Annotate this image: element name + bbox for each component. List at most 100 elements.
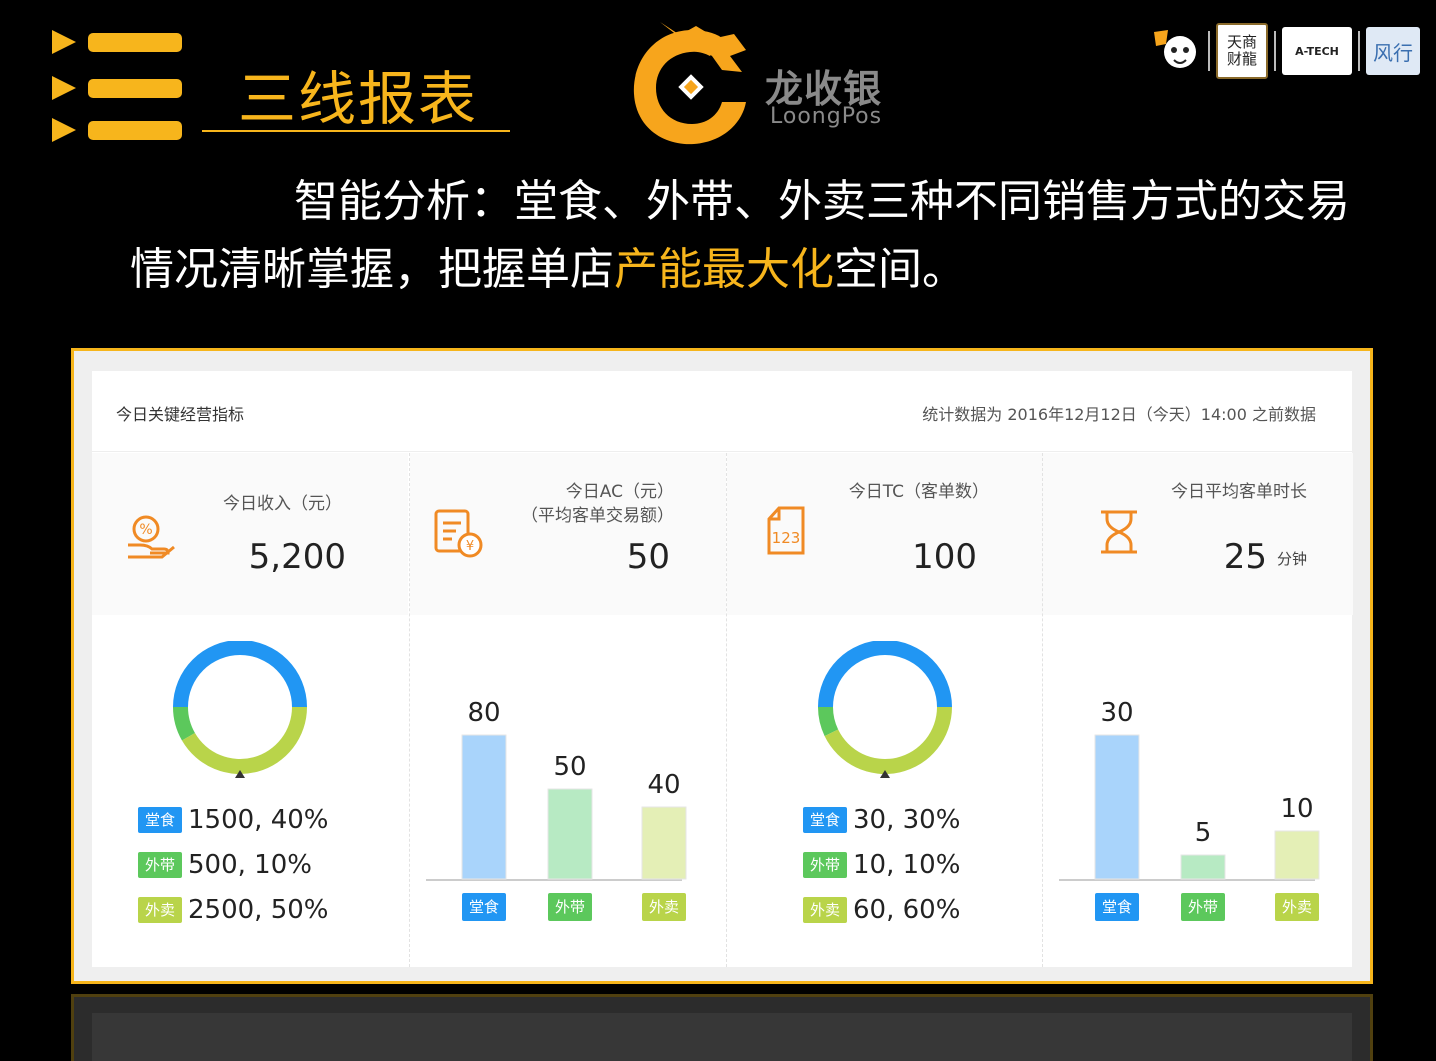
partner-logo-fengxing: 风行 — [1366, 27, 1420, 75]
bar-value-label-dine-in: 80 — [467, 698, 500, 728]
mascot-logo-icon — [1150, 27, 1202, 75]
revenue-legend: 堂食 1500, 40% 外带 500, 10% 外卖 2500, 50% — [138, 797, 329, 932]
ac-panel: ¥ 今日AC（元） （平均客单交易额） 50 80 堂食 50 外带 40 外卖 — [409, 453, 726, 967]
page-title: 三线报表 — [238, 65, 479, 133]
kpi-card: 今日关键经营指标 统计数据为 2016年12月12日（今天）14:00 之前数据… — [92, 371, 1353, 967]
stats-timestamp: 统计数据为 2016年12月12日（今天）14:00 之前数据 — [922, 405, 1316, 424]
tc-donut — [818, 641, 952, 778]
bar-tag-delivery — [1275, 893, 1319, 921]
tag-takeaway: 外带 — [138, 851, 182, 878]
card-title: 今日关键经营指标 — [116, 405, 245, 424]
tc-label: 今日TC（客单数） — [848, 482, 989, 502]
svg-text:123: 123 — [772, 529, 801, 547]
legend-item-dine-in: 堂食 30, 30% — [803, 797, 960, 842]
donut-slice-delivery — [824, 707, 952, 774]
duration-unit: 分钟 — [1276, 550, 1307, 568]
bar-dine-in — [461, 734, 507, 880]
legend-value-takeaway: 10, 10% — [853, 849, 961, 880]
bar-category-label-delivery: 外卖 — [1282, 898, 1312, 916]
ac-value: 50 — [626, 537, 670, 577]
donut-slice-delivery — [181, 707, 307, 774]
ac-label: 今日AC（元） — [565, 482, 674, 502]
menu-icon — [52, 30, 182, 142]
money-hand-icon: % — [128, 515, 175, 559]
duration-bar-chart: 30 堂食 5 外带 10 外卖 — [1059, 698, 1320, 921]
revenue-panel: % 今日收入（元） 5,200 堂食 1500, 40% 外带 500, 10% 外… — [92, 453, 408, 967]
legend-value-dine-in: 30, 30% — [853, 804, 961, 835]
bar-value-label-takeaway: 50 — [553, 752, 586, 782]
revenue-label: 今日收入（元） — [223, 494, 342, 514]
reflection-card — [92, 1013, 1352, 1061]
bar-takeaway — [547, 788, 593, 880]
bar-value-label-delivery: 40 — [647, 770, 680, 800]
donut-slice-dine-in — [818, 641, 952, 707]
tc-legend: 堂食 30, 30% 外带 10, 10% 外卖 60, 60% — [803, 797, 960, 932]
bar-tag-dine-in — [1095, 893, 1139, 921]
document-123-icon: 123 — [767, 506, 805, 555]
partner-logo-tianshang: 天商财龍 — [1216, 23, 1268, 79]
legend-value-delivery: 2500, 50% — [188, 894, 329, 925]
bar-category-label-dine-in: 堂食 — [469, 898, 499, 916]
duration-value: 25 — [1223, 537, 1267, 577]
legend-item-dine-in: 堂食 1500, 40% — [138, 797, 329, 842]
receipt-yen-icon: ¥ — [434, 509, 483, 558]
bar-value-label-delivery: 10 — [1280, 794, 1313, 824]
tag-delivery: 外卖 — [138, 896, 182, 923]
partner-logo-atech: A-TECH — [1282, 27, 1352, 75]
revenue-donut — [173, 641, 307, 778]
bar-tag-takeaway — [548, 893, 592, 921]
duration-panel: 今日平均客单时长 25 分钟 30 堂食 5 外带 10 外卖 — [1042, 453, 1353, 967]
card-header: 今日关键经营指标 统计数据为 2016年12月12日（今天）14:00 之前数据 — [92, 371, 1352, 452]
partner-divider — [1358, 31, 1360, 71]
duration-summary: 今日平均客单时长 25 分钟 — [1043, 453, 1353, 615]
bar-takeaway — [1180, 854, 1226, 880]
ac-summary: ¥ 今日AC（元） （平均客单交易额） 50 — [410, 453, 726, 615]
bar-category-label-delivery: 外卖 — [649, 898, 679, 916]
donut-pointer — [235, 770, 245, 778]
duration-value-group: 25 分钟 — [1224, 537, 1307, 577]
tag-takeaway: 外带 — [803, 851, 847, 878]
duration-label: 今日平均客单时长 — [1171, 482, 1307, 502]
description: 智能分析：堂食、外带、外卖三种不同销售方式的交易情况清晰掌握，把握单店产能最大化… — [130, 168, 1380, 304]
bar-category-label-takeaway: 外带 — [555, 898, 585, 916]
revenue-donut-chart — [173, 641, 307, 778]
bar-category-label-takeaway: 外带 — [1188, 898, 1218, 916]
ac-bar-chart: 80 堂食 50 外带 40 外卖 — [426, 698, 687, 921]
dashboard-frame: 今日关键经营指标 统计数据为 2016年12月12日（今天）14:00 之前数据… — [71, 348, 1373, 984]
bar-value-label-takeaway: 5 — [1195, 818, 1212, 848]
bar-delivery — [641, 806, 687, 880]
legend-value-takeaway: 500, 10% — [188, 849, 312, 880]
description-highlight: 产能最大化 — [614, 244, 834, 295]
ac-bars: 80 堂食 50 外带 40 外卖 — [426, 698, 687, 921]
tag-dine-in: 堂食 — [138, 806, 182, 833]
dragon-logo-icon — [633, 22, 746, 145]
partner-logos: 天商财龍 A-TECH 风行 — [1150, 23, 1420, 79]
svg-text:¥: ¥ — [466, 539, 474, 554]
tag-dine-in: 堂食 — [803, 806, 847, 833]
legend-item-delivery: 外卖 2500, 50% — [138, 887, 329, 932]
partner-divider — [1274, 31, 1276, 71]
svg-text:%: % — [139, 522, 152, 538]
dashboard-reflection — [71, 994, 1373, 1061]
description-text: 智能分析：堂食、外带、外卖三种不同销售方式的交易情况清晰掌握，把握单店 — [130, 176, 1350, 295]
partner-divider — [1208, 31, 1210, 71]
legend-item-takeaway: 外带 500, 10% — [138, 842, 329, 887]
bar-delivery — [1274, 830, 1320, 880]
donut-slice-dine-in — [173, 641, 307, 707]
duration-bars: 30 堂食 5 外带 10 外卖 — [1059, 698, 1320, 921]
bar-tag-takeaway — [1181, 893, 1225, 921]
bar-dine-in — [1094, 734, 1140, 880]
title-underline — [202, 130, 510, 132]
tc-value: 100 — [912, 537, 977, 577]
ac-sublabel: （平均客单交易额） — [521, 506, 674, 526]
revenue-summary: % 今日收入（元） 5,200 — [92, 453, 408, 615]
tc-summary: 123 今日TC（客单数） 100 — [727, 453, 1043, 615]
tc-donut-chart — [818, 641, 952, 778]
legend-value-dine-in: 1500, 40% — [188, 804, 329, 835]
hourglass-icon — [1101, 510, 1137, 554]
bar-category-label-dine-in: 堂食 — [1102, 898, 1132, 916]
brand-name-cn: 龙收银 — [765, 67, 883, 111]
bar-tag-dine-in — [462, 893, 506, 921]
legend-item-delivery: 外卖 60, 60% — [803, 887, 960, 932]
brand-name-en: LoongPos — [770, 104, 883, 129]
